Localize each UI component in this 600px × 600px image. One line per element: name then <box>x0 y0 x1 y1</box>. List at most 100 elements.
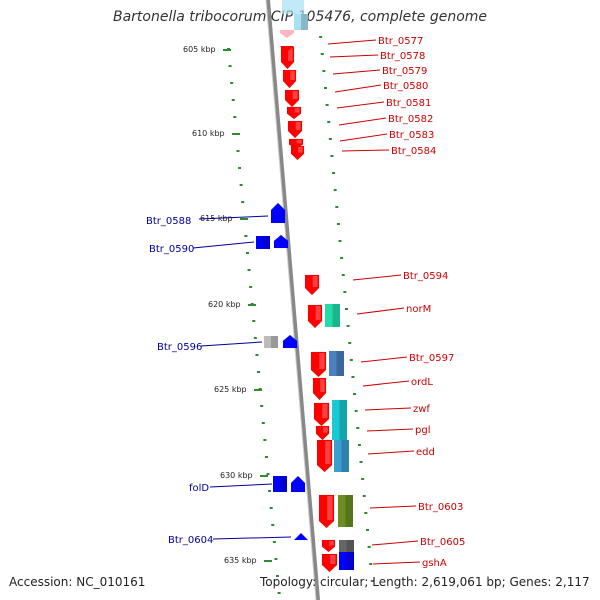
forward-gene-arrow-shade <box>290 71 295 80</box>
kbp-tick-label: 605 kbp <box>183 45 216 54</box>
tick-mark <box>327 121 331 123</box>
tick-track-left <box>227 48 281 594</box>
tick-mark <box>341 274 345 276</box>
label-leader-line <box>372 561 421 565</box>
forward-gene-arrow-shade <box>294 108 300 113</box>
tick-mark <box>231 99 235 101</box>
feature-block-lightblue-shade <box>301 14 308 30</box>
tick-mark <box>245 252 249 254</box>
topology-summary: Topology: circular; Length: 2,619,061 bp… <box>260 575 590 589</box>
tick-mark <box>266 473 270 475</box>
gene-label-reverse: Btr_0590 <box>149 244 194 255</box>
tick-mark <box>333 189 337 191</box>
tick-mark <box>271 524 275 526</box>
gene-label-forward: Btr_0582 <box>388 114 433 125</box>
label-leader-line <box>339 133 388 142</box>
forward-gene-arrow <box>318 494 335 529</box>
tick-mark <box>370 580 374 582</box>
tick-mark <box>247 269 251 271</box>
label-leader-line <box>334 84 382 93</box>
label-leader-line <box>329 54 379 58</box>
kbp-tick-label: 630 kbp <box>220 471 253 480</box>
feature-block-gray <box>264 336 278 348</box>
feature-block-gray-shade <box>271 336 278 348</box>
tick-mark <box>233 116 237 118</box>
forward-gene-arrow <box>307 304 323 329</box>
forward-gene-arrow-shade <box>292 91 298 99</box>
tick-mark <box>357 444 361 446</box>
tick-mark <box>252 320 256 322</box>
forward-gene-arrow <box>316 439 333 473</box>
feature-block-darkgray <box>339 540 354 552</box>
gene-label-reverse: Btr_0604 <box>168 535 213 546</box>
reverse-gene-arrow <box>294 533 308 540</box>
tick-mark <box>354 410 358 412</box>
forward-gene-arrow-shade <box>298 147 303 153</box>
reverse-gene-block-shade <box>346 552 354 570</box>
forward-gene-arrow-shade <box>288 48 293 61</box>
gene-label-forward: Btr_0580 <box>383 81 428 92</box>
reverse-gene-block <box>256 236 270 249</box>
label-leader-line <box>356 307 405 315</box>
tick-mark <box>348 342 352 344</box>
feature-block-cyan-shade <box>339 400 347 440</box>
forward-gene-arrow-shade <box>323 427 328 433</box>
feature-block-green <box>325 304 340 327</box>
reverse-gene-block <box>339 552 354 570</box>
label-leader-line <box>200 341 263 347</box>
reverse-gene-block-shade <box>280 476 287 492</box>
tick-mark <box>364 512 368 514</box>
label-leader-line <box>367 450 415 455</box>
label-leader-line <box>362 380 410 387</box>
forward-gene-arrow <box>290 145 305 161</box>
tick-mark <box>255 354 259 356</box>
feature-block-darkgray-shade <box>346 540 354 552</box>
gene-label-forward: gshA <box>422 558 447 569</box>
forward-gene-arrow <box>315 425 330 441</box>
label-leader-line <box>369 505 417 509</box>
feature-block-olive <box>338 495 353 527</box>
reverse-gene-arrow <box>282 334 298 349</box>
kbp-tick-label: 625 kbp <box>214 385 247 394</box>
left-gene-labels: Btr_0588 Btr_0590 Btr_0596 folD Btr_0604 <box>146 215 292 546</box>
feature-block-teal <box>334 440 349 472</box>
forward-gene-arrow <box>313 402 330 427</box>
tick-mark <box>325 104 329 106</box>
gene-label-forward: Btr_0583 <box>389 130 434 141</box>
tick-mark <box>367 546 371 548</box>
forward-gene-arrow <box>284 89 300 108</box>
forward-gene-arrow-shade <box>325 441 331 464</box>
tick-mark <box>269 507 273 509</box>
gene-label-forward: Btr_0578 <box>380 51 425 62</box>
right-gene-labels: Btr_0577 Btr_0578 Btr_0579 Btr_0580 Btr_0581… <box>327 36 465 569</box>
gene-label-forward: ordL <box>411 377 433 388</box>
label-leader-line <box>338 117 387 126</box>
forward-gene-arrow <box>280 30 294 38</box>
tick-mark <box>253 337 257 339</box>
label-leader-line <box>352 274 402 281</box>
kbp-tick-label: 635 kbp <box>224 556 257 565</box>
tick-mark <box>356 427 360 429</box>
tick-mark <box>338 240 342 242</box>
tick-mark <box>351 376 355 378</box>
forward-gene-arrow <box>312 377 327 401</box>
tick-mark <box>335 206 339 208</box>
accession-text: Accession: NC_010161 <box>9 575 146 589</box>
tick-mark <box>336 223 340 225</box>
label-leader-line <box>327 39 377 45</box>
tick-mark <box>272 541 276 543</box>
gene-label-forward: Btr_0579 <box>382 66 427 77</box>
tick-mark <box>264 456 268 458</box>
tick-mark <box>322 70 326 72</box>
forward-gene-arrow-shade <box>296 140 302 144</box>
gene-features <box>256 0 354 573</box>
tick-mark <box>277 592 281 594</box>
label-leader-line <box>332 69 381 75</box>
kbp-major-tick <box>248 304 256 306</box>
genome-backbone-highlight <box>265 0 317 600</box>
forward-gene-arrow <box>286 106 302 120</box>
forward-gene-arrow <box>304 274 320 296</box>
reverse-gene-block <box>273 476 287 492</box>
feature-block-lightblue <box>294 14 308 30</box>
